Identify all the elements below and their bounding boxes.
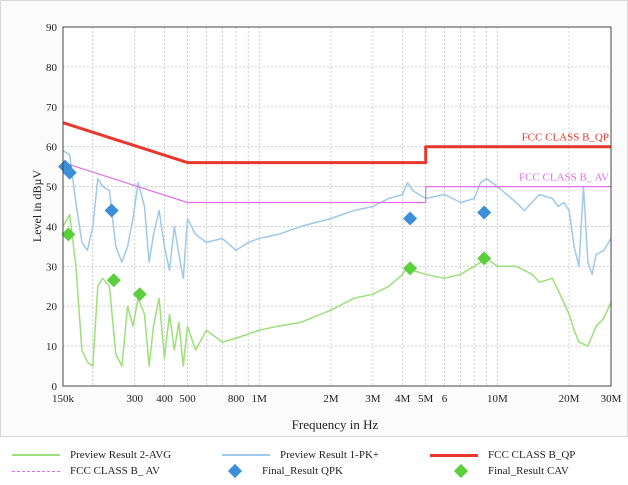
y-tick-label: 50 xyxy=(46,182,58,194)
plot-frame xyxy=(62,26,612,387)
x-tick-label: 500 xyxy=(179,393,196,405)
legend-item-qpk: Final_Result QPK xyxy=(210,463,343,479)
x-tick-label: 6 xyxy=(442,393,448,405)
legend-swatch-av xyxy=(12,470,60,472)
series-pk-line xyxy=(62,150,612,280)
qpk-marker xyxy=(403,211,418,226)
legend: Preview Result 2-AVG Preview Result 1-PK… xyxy=(0,443,628,485)
x-tick-label: 2M xyxy=(323,393,339,405)
y-tick-label: 10 xyxy=(46,341,58,353)
series-av-limit-line xyxy=(62,162,611,204)
cav-marker xyxy=(106,273,121,288)
x-tick-label: 3M xyxy=(365,393,381,405)
qpk-marker xyxy=(477,205,492,220)
legend-label-cav: Final_Result CAV xyxy=(488,465,569,477)
cav-marker xyxy=(403,261,418,276)
cav-marker xyxy=(477,251,492,266)
y-tick-label: 30 xyxy=(46,261,58,273)
qpk-marker xyxy=(62,165,77,180)
legend-item-cav: Final_Result CAV xyxy=(436,463,569,479)
legend-swatch-qp xyxy=(430,453,478,457)
x-tick-label: 20M xyxy=(559,393,580,405)
x-tick-label: 5M xyxy=(418,393,434,405)
series-qp-limit-line xyxy=(62,121,611,165)
legend-diamond-qpk xyxy=(227,463,243,479)
legend-label-pk: Preview Result 1-PK+ xyxy=(280,449,380,461)
legend-label-qp: FCC CLASS B_QP xyxy=(488,449,576,461)
y-tick-label: 0 xyxy=(52,381,58,393)
emission-chart: FCC CLASS B_QP FCC CLASS B_ AV 0 10 20 30 40 5… xyxy=(30,22,622,432)
x-tick-label: 1M xyxy=(252,393,268,405)
legend-item-qp: FCC CLASS B_QP xyxy=(430,449,575,461)
data-layer: FCC CLASS B_QP FCC CLASS B_ AV xyxy=(58,121,612,367)
cav-marker xyxy=(132,287,147,302)
av-limit-label: FCC CLASS B_ AV xyxy=(519,172,609,184)
legend-label-avg: Preview Result 2-AVG xyxy=(70,449,172,461)
x-tick-label: 800 xyxy=(228,393,245,405)
legend-swatch-pk xyxy=(222,454,270,456)
qpk-marker xyxy=(104,203,119,218)
x-tick-label: 4M xyxy=(395,393,411,405)
legend-label-av: FCC CLASS B_ AV xyxy=(70,465,160,477)
series-avg-line xyxy=(62,213,612,367)
y-tick-label: 60 xyxy=(46,142,58,154)
legend-item-av: FCC CLASS B_ AV xyxy=(12,465,160,477)
y-tick-label: 20 xyxy=(46,301,58,313)
y-tick-label: 80 xyxy=(46,62,58,74)
legend-label-qpk: Final_Result QPK xyxy=(262,465,343,477)
x-tick-label: 10M xyxy=(487,393,508,405)
legend-item-avg: Preview Result 2-AVG xyxy=(12,449,171,461)
cav-marker xyxy=(61,227,76,242)
chart-panel: FCC CLASS B_QP FCC CLASS B_ AV 0 10 20 30 40 5… xyxy=(0,0,628,437)
x-tick-label: 300 xyxy=(126,393,143,405)
x-tick-label: 30M xyxy=(601,393,622,405)
qp-limit-label: FCC CLASS B_QP xyxy=(522,132,609,144)
y-tick-label: 70 xyxy=(46,102,58,114)
legend-item-pk: Preview Result 1-PK+ xyxy=(222,449,379,461)
axis-layer: 0 10 20 30 40 50 60 70 80 90 150k 300 400 500 800 1M 2M 3… xyxy=(46,22,622,405)
x-tick-label: 150k xyxy=(52,393,75,405)
x-axis-title: Frequency in Hz xyxy=(292,417,379,432)
legend-swatch-avg xyxy=(12,454,60,456)
legend-diamond-cav xyxy=(453,463,469,479)
x-tick-label: 400 xyxy=(156,393,173,405)
y-tick-label: 90 xyxy=(46,22,58,34)
y-tick-label: 40 xyxy=(46,221,58,233)
y-axis-title: Level in dBµV xyxy=(30,170,44,243)
